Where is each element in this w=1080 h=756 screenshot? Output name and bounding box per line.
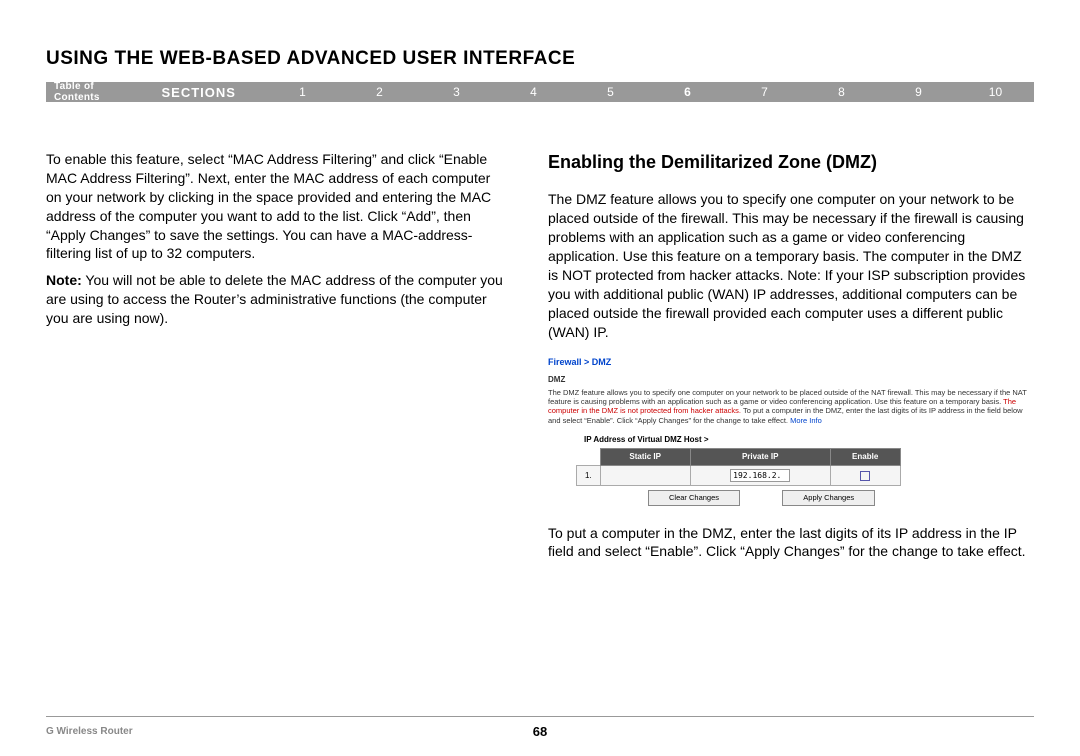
note-text: You will not be able to delete the MAC a… — [46, 272, 503, 326]
enable-checkbox[interactable] — [860, 471, 870, 481]
footer-divider — [46, 716, 1034, 717]
dmz-section-label: DMZ — [548, 375, 1034, 385]
sections-label: SECTIONS — [144, 85, 264, 100]
toc-link[interactable]: Table of Contents — [46, 81, 144, 103]
section-link-8[interactable]: 8 — [803, 85, 880, 99]
row-number: 1. — [577, 466, 601, 486]
left-paragraph-1: To enable this feature, select “MAC Addr… — [46, 150, 506, 263]
section-link-7[interactable]: 7 — [726, 85, 803, 99]
more-info-link[interactable]: More Info — [790, 416, 822, 425]
dmz-screenshot: Firewall > DMZ DMZ The DMZ feature allow… — [548, 357, 1034, 505]
dmz-button-row: Clear Changes Apply Changes — [648, 490, 1034, 505]
ip-address-label: IP Address of Virtual DMZ Host > — [584, 435, 1034, 445]
apply-changes-button[interactable]: Apply Changes — [782, 490, 875, 505]
breadcrumb[interactable]: Firewall > DMZ — [548, 357, 1034, 368]
table-header-static-ip: Static IP — [600, 449, 690, 466]
section-link-4[interactable]: 4 — [495, 85, 572, 99]
left-note: Note: You will not be able to delete the… — [46, 271, 506, 328]
left-column: To enable this feature, select “MAC Addr… — [46, 150, 506, 336]
nav-bar: Table of Contents SECTIONS 1 2 3 4 5 6 7… — [46, 82, 1034, 102]
section-link-10[interactable]: 10 — [957, 85, 1034, 99]
section-link-1[interactable]: 1 — [264, 85, 341, 99]
right-paragraph-1: The DMZ feature allows you to specify on… — [548, 190, 1034, 341]
right-column: Enabling the Demilitarized Zone (DMZ) Th… — [548, 150, 1034, 571]
section-link-9[interactable]: 9 — [880, 85, 957, 99]
section-link-3[interactable]: 3 — [418, 85, 495, 99]
table-header-enable: Enable — [830, 449, 900, 466]
note-label: Note: — [46, 272, 82, 288]
right-paragraph-2: To put a computer in the DMZ, enter the … — [548, 524, 1034, 562]
private-ip-input[interactable] — [730, 469, 790, 482]
dmz-desc-text-1: The DMZ feature allows you to specify on… — [548, 388, 1027, 406]
section-link-5[interactable]: 5 — [572, 85, 649, 99]
dmz-description: The DMZ feature allows you to specify on… — [548, 388, 1034, 426]
dmz-table: Static IP Private IP Enable 1. — [576, 448, 901, 486]
clear-changes-button[interactable]: Clear Changes — [648, 490, 740, 505]
section-link-2[interactable]: 2 — [341, 85, 418, 99]
page-title: USING THE WEB-BASED ADVANCED USER INTERF… — [46, 48, 575, 70]
static-ip-cell — [600, 466, 690, 486]
right-heading: Enabling the Demilitarized Zone (DMZ) — [548, 150, 1034, 174]
table-header-private-ip: Private IP — [690, 449, 830, 466]
section-link-6[interactable]: 6 — [649, 85, 726, 99]
table-row: 1. — [577, 466, 901, 486]
enable-cell — [830, 466, 900, 486]
page-number: 68 — [0, 724, 1080, 739]
private-ip-cell — [690, 466, 830, 486]
